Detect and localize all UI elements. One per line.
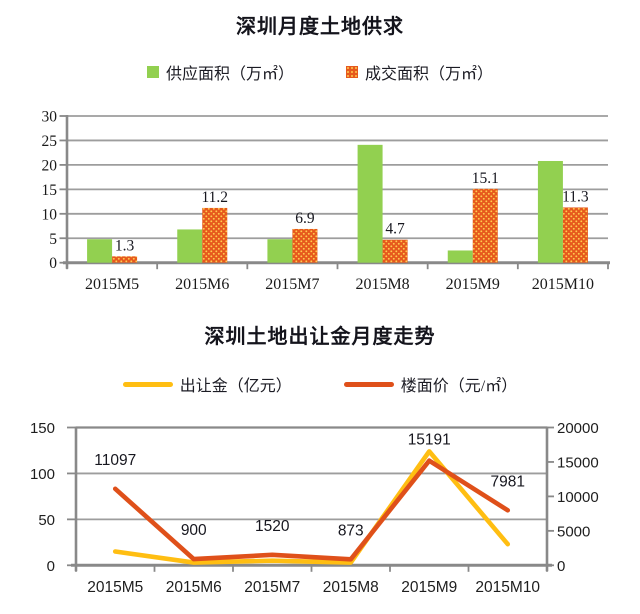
line-value-label: 873 — [338, 522, 364, 539]
bar-value-label: 11.2 — [201, 189, 228, 206]
left-y-axis-label: 150 — [30, 420, 55, 437]
land-premium-line-chart: 150 100 50 0 20000 15000 10000 5000 0 2015M5 2015M… — [30, 420, 599, 596]
legend-square-swatch — [146, 66, 159, 78]
bar-supply — [87, 239, 113, 263]
left-y-axis-label: 50 — [38, 512, 55, 529]
legend-square-swatch — [346, 66, 358, 78]
legend-line-swatch — [122, 381, 173, 387]
bar-deal — [472, 188, 498, 263]
bar-deal — [562, 207, 588, 263]
x-axis-label: 2015M5 — [85, 276, 139, 293]
bar-deal — [202, 207, 228, 263]
legend-label: 楼面价（元/㎡） — [400, 378, 518, 395]
bar-deal — [382, 239, 408, 263]
legend-item: 成交面积（万㎡） — [346, 60, 493, 84]
legend-item: 供应面积（万㎡） — [146, 60, 294, 84]
x-axis-label: 2015M7 — [244, 579, 300, 596]
bar-value-label: 15.1 — [472, 170, 499, 187]
line-floor-price — [112, 458, 511, 562]
y-axis-label: 5 — [49, 231, 57, 248]
x-axis-label: 2015M7 — [265, 276, 319, 293]
y-axis-label: 25 — [42, 133, 58, 150]
line-value-label: 15191 — [408, 432, 451, 449]
x-axis-label: 2015M10 — [532, 276, 594, 293]
right-y-axis-label: 20000 — [557, 420, 599, 437]
left-y-axis-label: 0 — [47, 558, 55, 575]
bar-deal — [112, 256, 138, 263]
legend-label: 出让金（亿元） — [179, 378, 292, 395]
y-axis-label: 20 — [42, 157, 58, 174]
x-axis-label: 2015M9 — [446, 276, 500, 293]
y-axis-label: 10 — [42, 206, 58, 223]
y-axis-label: 30 — [42, 109, 58, 126]
bar-supply — [267, 239, 293, 263]
land-premium-chart-title: 深圳土地出让金月度走势 — [204, 326, 436, 348]
x-axis-label: 2015M8 — [355, 276, 409, 293]
bar-value-label: 4.7 — [385, 221, 405, 238]
bar-supply — [177, 229, 203, 263]
line-value-label: 7981 — [491, 473, 525, 490]
right-y-axis-label: 0 — [557, 558, 565, 575]
legend-line-swatch — [343, 381, 394, 387]
supply-demand-bar-chart: 30 25 20 15 10 5 0 1.3 2015M5 11.2 2015M6 6.9 2015M7… — [42, 109, 610, 293]
bar-supply — [537, 160, 563, 263]
right-y-axis-label: 15000 — [557, 454, 599, 471]
legend-label: 供应面积（万㎡） — [165, 66, 294, 83]
right-y-axis-label: 5000 — [557, 523, 590, 540]
x-axis-label: 2015M6 — [175, 276, 229, 293]
x-axis-label: 2015M10 — [475, 579, 540, 596]
supply-demand-legend: 供应面积（万㎡） 成交面积（万㎡） — [0, 60, 640, 84]
supply-demand-chart-title: 深圳月度土地供求 — [236, 16, 404, 38]
left-y-axis-label: 100 — [30, 466, 55, 483]
line-transfer-fee — [112, 449, 511, 565]
bar-value-label: 1.3 — [115, 237, 135, 254]
line-value-label: 11097 — [94, 452, 136, 469]
x-axis-label: 2015M5 — [87, 579, 143, 596]
legend-item: 楼面价（元/㎡） — [343, 372, 518, 396]
right-y-axis-label: 10000 — [557, 489, 599, 506]
bar-value-label: 11.3 — [562, 188, 589, 205]
x-axis-label: 2015M6 — [166, 579, 222, 596]
line-value-label: 1520 — [255, 518, 290, 535]
bar-deal — [292, 228, 318, 263]
y-axis-label: 15 — [42, 182, 58, 199]
x-axis-label: 2015M8 — [323, 579, 379, 596]
bar-value-label: 6.9 — [295, 210, 315, 227]
line-value-label: 900 — [181, 522, 207, 539]
legend-item: 出让金（亿元） — [122, 372, 292, 396]
bar-supply — [447, 250, 473, 263]
x-axis-label: 2015M9 — [401, 579, 457, 596]
bar-supply — [357, 144, 383, 263]
y-axis-label: 0 — [49, 255, 57, 272]
legend-label: 成交面积（万㎡） — [365, 66, 494, 83]
land-premium-legend: 出让金（亿元） 楼面价（元/㎡） — [0, 372, 640, 396]
